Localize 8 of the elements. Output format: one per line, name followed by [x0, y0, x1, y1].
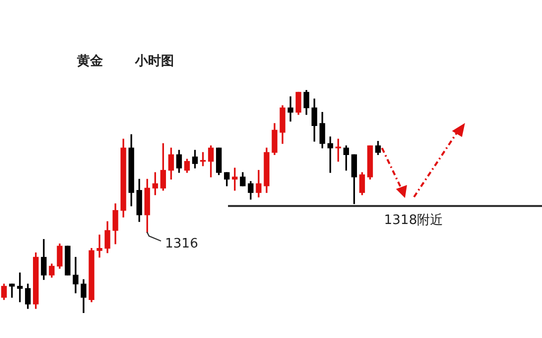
ref-line-label: 1318附近: [384, 212, 444, 228]
chart-title: 黄金: [77, 54, 103, 69]
chart-subtitle: 小时图: [135, 54, 174, 69]
candlestick: [288, 96, 294, 122]
candlestick: [200, 152, 206, 166]
annotation: 1316: [165, 236, 198, 252]
candlestick: [9, 284, 15, 298]
candlestick: [96, 234, 102, 258]
